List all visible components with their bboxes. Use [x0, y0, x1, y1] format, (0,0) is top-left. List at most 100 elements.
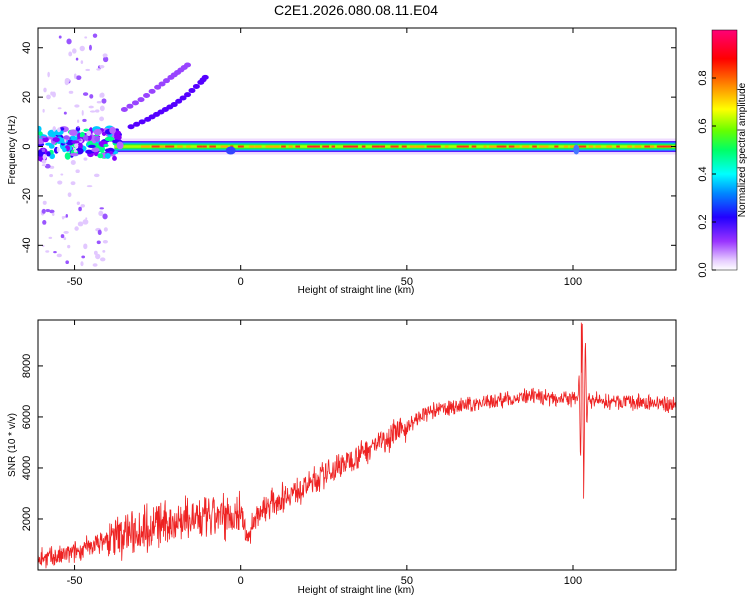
- noise-blob: [68, 135, 78, 141]
- spec-y-tick-label: 20: [21, 91, 33, 103]
- noise-blob: [112, 155, 117, 161]
- noise-dot: [92, 33, 98, 38]
- band-peak: [649, 145, 655, 148]
- noise-blob: [54, 129, 64, 136]
- noise-blob: [116, 141, 123, 148]
- noise-blob: [42, 136, 49, 143]
- band-peak: [415, 145, 425, 148]
- noise-dot: [76, 138, 82, 142]
- noise-dot: [68, 51, 73, 57]
- noise-dot: [82, 219, 89, 225]
- band-peak: [265, 145, 274, 148]
- band-peak: [331, 145, 336, 148]
- noise-dot: [103, 227, 108, 232]
- harmonic-blob: [158, 81, 166, 87]
- band-peak: [545, 145, 549, 148]
- noise-dot: [42, 153, 47, 160]
- noise-dot: [85, 217, 88, 220]
- harmonic-blob: [188, 88, 196, 94]
- noise-blob: [104, 152, 111, 159]
- noise-dot: [103, 56, 109, 63]
- noise-blob: [104, 136, 115, 142]
- noise-dot: [46, 94, 51, 100]
- snr-panel: -50 0 50 100 2000 4000 6000 8000 Height of str…: [7, 319, 677, 596]
- noise-dot: [61, 215, 67, 219]
- noise-blob: [104, 148, 111, 153]
- spec-y-tick-label: -40: [21, 237, 33, 253]
- band-dip: [225, 146, 236, 155]
- band-peak: [295, 145, 301, 148]
- noise-dot: [56, 253, 62, 258]
- spec-y-tick-label: 0: [21, 143, 33, 149]
- noise-dot: [74, 226, 79, 231]
- band-peak: [634, 145, 642, 148]
- band-peak: [522, 145, 530, 148]
- snr-frame: [37, 319, 677, 571]
- noise-dot: [93, 173, 100, 178]
- noise-dot: [102, 239, 108, 244]
- noise-dot: [64, 78, 70, 83]
- harmonic-blob: [179, 95, 187, 101]
- band-peak: [202, 145, 207, 148]
- colorbar-gradient: [711, 29, 738, 271]
- noise-dot: [63, 230, 69, 234]
- noise-dot: [74, 143, 79, 148]
- spec-y-tick-label: 40: [21, 42, 33, 54]
- band-peak: [444, 145, 449, 148]
- noise-dot: [40, 136, 47, 139]
- band-peak: [249, 145, 255, 148]
- noise-dot: [80, 60, 84, 65]
- noise-dot: [70, 160, 76, 166]
- band-peak: [532, 145, 537, 148]
- harmonic-blob: [137, 97, 145, 103]
- spec-x-tick-label: 50: [401, 276, 413, 288]
- noise-dot: [88, 105, 94, 109]
- noise-blob: [71, 140, 80, 144]
- noise-dot: [43, 87, 47, 93]
- colorbar: 0.0 0.2 0.4 0.6 0.8 Normalized spectral ampl…: [697, 29, 748, 278]
- band-peak: [456, 145, 465, 148]
- noise-dot: [53, 251, 57, 254]
- spectrogram-panel: -50 0 50 100 -40 -20 0 20 40 Height of straight…: [7, 27, 677, 296]
- noise-dot: [74, 104, 80, 108]
- noise-dot: [99, 105, 105, 112]
- noise-blob: [46, 151, 51, 157]
- harmonic-blob: [192, 83, 200, 89]
- noise-dot: [81, 110, 84, 116]
- noise-dot: [63, 135, 69, 140]
- noise-dot: [77, 125, 80, 129]
- noise-blob: [114, 133, 122, 141]
- noise-dot: [57, 127, 61, 133]
- spectrogram-x-ticks: -50 0 50 100: [67, 28, 582, 288]
- noise-dot: [85, 68, 91, 71]
- band-peak: [151, 145, 161, 148]
- band-peak: [230, 145, 234, 148]
- noise-dot: [96, 101, 102, 104]
- noise-dot: [98, 210, 104, 216]
- noise-dot: [96, 68, 101, 71]
- band-peak: [350, 145, 358, 148]
- band-peak: [515, 145, 520, 148]
- band-peak: [539, 145, 547, 148]
- noise-dot: [57, 107, 62, 110]
- band-peak: [390, 145, 399, 148]
- noise-dot: [58, 35, 62, 39]
- harmonic-blob: [131, 100, 139, 106]
- band-peak: [616, 145, 620, 148]
- snr-y-ticks: 2000 4000 6000 8000: [21, 354, 676, 531]
- noise-dot: [73, 149, 78, 153]
- noise-dot: [99, 93, 102, 98]
- noise-dot: [94, 135, 101, 142]
- spec-y-tick-label: -20: [21, 188, 33, 204]
- noise-dot: [83, 243, 88, 250]
- noise-dot: [101, 98, 107, 104]
- band-peak: [554, 145, 559, 148]
- noise-dot: [56, 147, 60, 153]
- band-peak: [471, 145, 477, 148]
- band-peak: [220, 145, 229, 148]
- colorbar-tick-label: 0.6: [697, 118, 709, 133]
- noise-dot: [51, 212, 55, 216]
- noise-dot: [73, 73, 77, 79]
- band-peak: [307, 145, 317, 148]
